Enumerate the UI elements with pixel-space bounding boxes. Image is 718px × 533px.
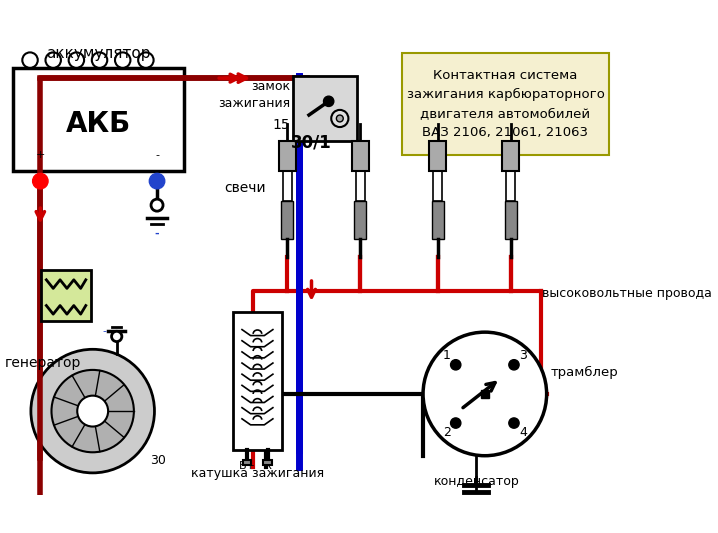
Bar: [502, 141, 519, 171]
Text: -: -: [155, 150, 159, 160]
Bar: [281, 201, 294, 239]
Bar: [505, 201, 516, 239]
Circle shape: [32, 173, 48, 189]
Circle shape: [337, 115, 343, 122]
Text: 1: 1: [443, 349, 451, 362]
Bar: [355, 201, 366, 239]
Text: 3: 3: [519, 349, 527, 362]
Text: высоковольтные провода: высоковольтные провода: [542, 287, 712, 300]
Circle shape: [92, 52, 107, 68]
Text: свечи: свечи: [225, 181, 266, 195]
Circle shape: [149, 173, 164, 189]
Bar: [243, 460, 251, 465]
Circle shape: [111, 332, 122, 342]
Text: -: -: [154, 229, 159, 238]
Text: Б+: Б+: [238, 461, 256, 471]
Circle shape: [52, 370, 134, 453]
Bar: [233, 312, 282, 450]
Bar: [264, 460, 272, 465]
Circle shape: [22, 52, 38, 68]
Circle shape: [423, 332, 546, 456]
Text: катушка зажигания: катушка зажигания: [191, 467, 324, 480]
Text: генератор: генератор: [4, 356, 80, 370]
Circle shape: [324, 96, 334, 107]
Circle shape: [151, 199, 163, 211]
Text: конденсатор: конденсатор: [434, 474, 519, 488]
Circle shape: [138, 52, 154, 68]
Circle shape: [451, 360, 461, 370]
Bar: [480, 390, 489, 398]
Text: Контактная система
зажигания карбюраторного
двигателя автомобилей
ВАЗ 2106, 2106: Контактная система зажигания карбюраторн…: [406, 69, 605, 139]
Text: 15: 15: [272, 118, 290, 132]
Text: +: +: [36, 150, 45, 160]
Text: 30: 30: [150, 454, 166, 466]
Bar: [283, 154, 292, 201]
Circle shape: [78, 395, 108, 426]
Circle shape: [69, 52, 84, 68]
Bar: [13, 68, 185, 171]
Text: трамблер: трамблер: [551, 366, 619, 379]
Bar: [429, 141, 446, 171]
Text: замок
зажигания: замок зажигания: [218, 80, 290, 110]
Bar: [279, 141, 296, 171]
Circle shape: [509, 360, 519, 370]
Bar: [352, 141, 369, 171]
Bar: [41, 270, 91, 321]
Bar: [401, 53, 610, 155]
Text: АКБ: АКБ: [66, 110, 131, 138]
Text: К: К: [264, 461, 271, 471]
Text: 2: 2: [443, 426, 451, 439]
Text: -: -: [103, 326, 107, 336]
Bar: [434, 154, 442, 201]
Circle shape: [115, 52, 131, 68]
Text: 30/1: 30/1: [291, 133, 332, 151]
Circle shape: [31, 349, 154, 473]
Circle shape: [45, 52, 61, 68]
Circle shape: [451, 418, 461, 428]
Circle shape: [509, 418, 519, 428]
Bar: [506, 154, 515, 201]
Text: аккумулятор: аккумулятор: [47, 46, 151, 61]
Bar: [293, 76, 357, 141]
Bar: [356, 154, 365, 201]
Circle shape: [331, 110, 348, 127]
Bar: [432, 201, 444, 239]
Text: 4: 4: [519, 426, 527, 439]
